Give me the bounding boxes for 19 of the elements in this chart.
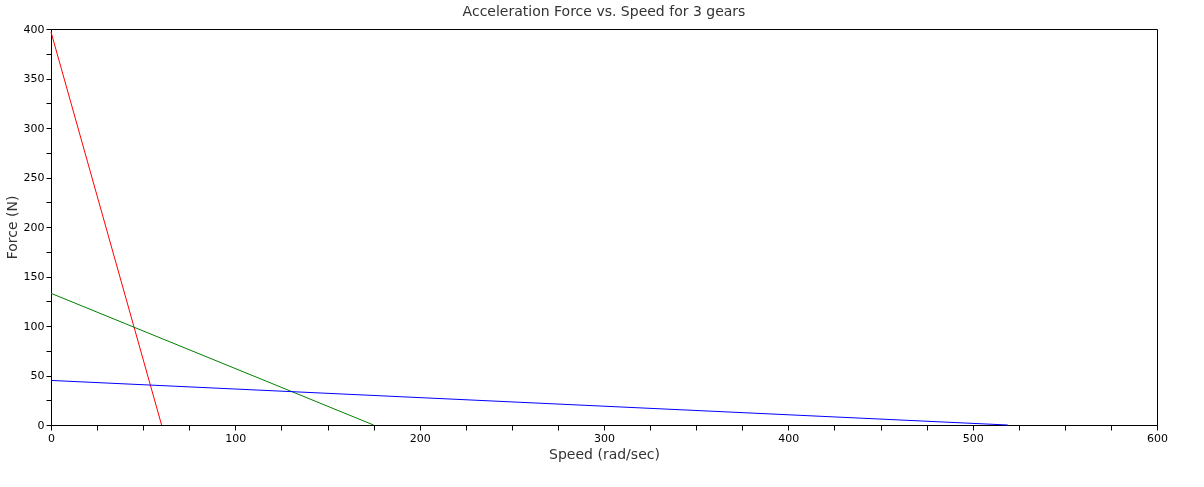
y-tick-label: 250 [23, 171, 45, 184]
y-tick-label: 200 [23, 220, 45, 234]
x-tick-label: 400 [778, 431, 800, 445]
x-tick-label: 300 [594, 431, 615, 445]
y-tick-label: 150 [23, 270, 45, 283]
x-axis-title: Speed (rad/sec) [549, 445, 660, 462]
x-tick-label: 600 [1147, 431, 1168, 445]
x-tick-label: 200 [409, 431, 431, 445]
y-tick-label: 350 [23, 72, 45, 85]
y-tick-label: 400 [23, 22, 45, 36]
x-tick-label: 100 [225, 431, 247, 445]
y-tick-label: 0 [37, 418, 45, 432]
y-tick-label: 300 [23, 121, 45, 135]
x-tick-label: 0 [48, 431, 55, 445]
x-tick-label: 500 [962, 431, 984, 445]
chart-title: Acceleration Force vs. Speed for 3 gears [462, 3, 746, 19]
y-axis-title: Force (N) [3, 195, 20, 260]
y-tick-label: 100 [23, 319, 45, 333]
y-tick-label: 50 [30, 369, 45, 382]
